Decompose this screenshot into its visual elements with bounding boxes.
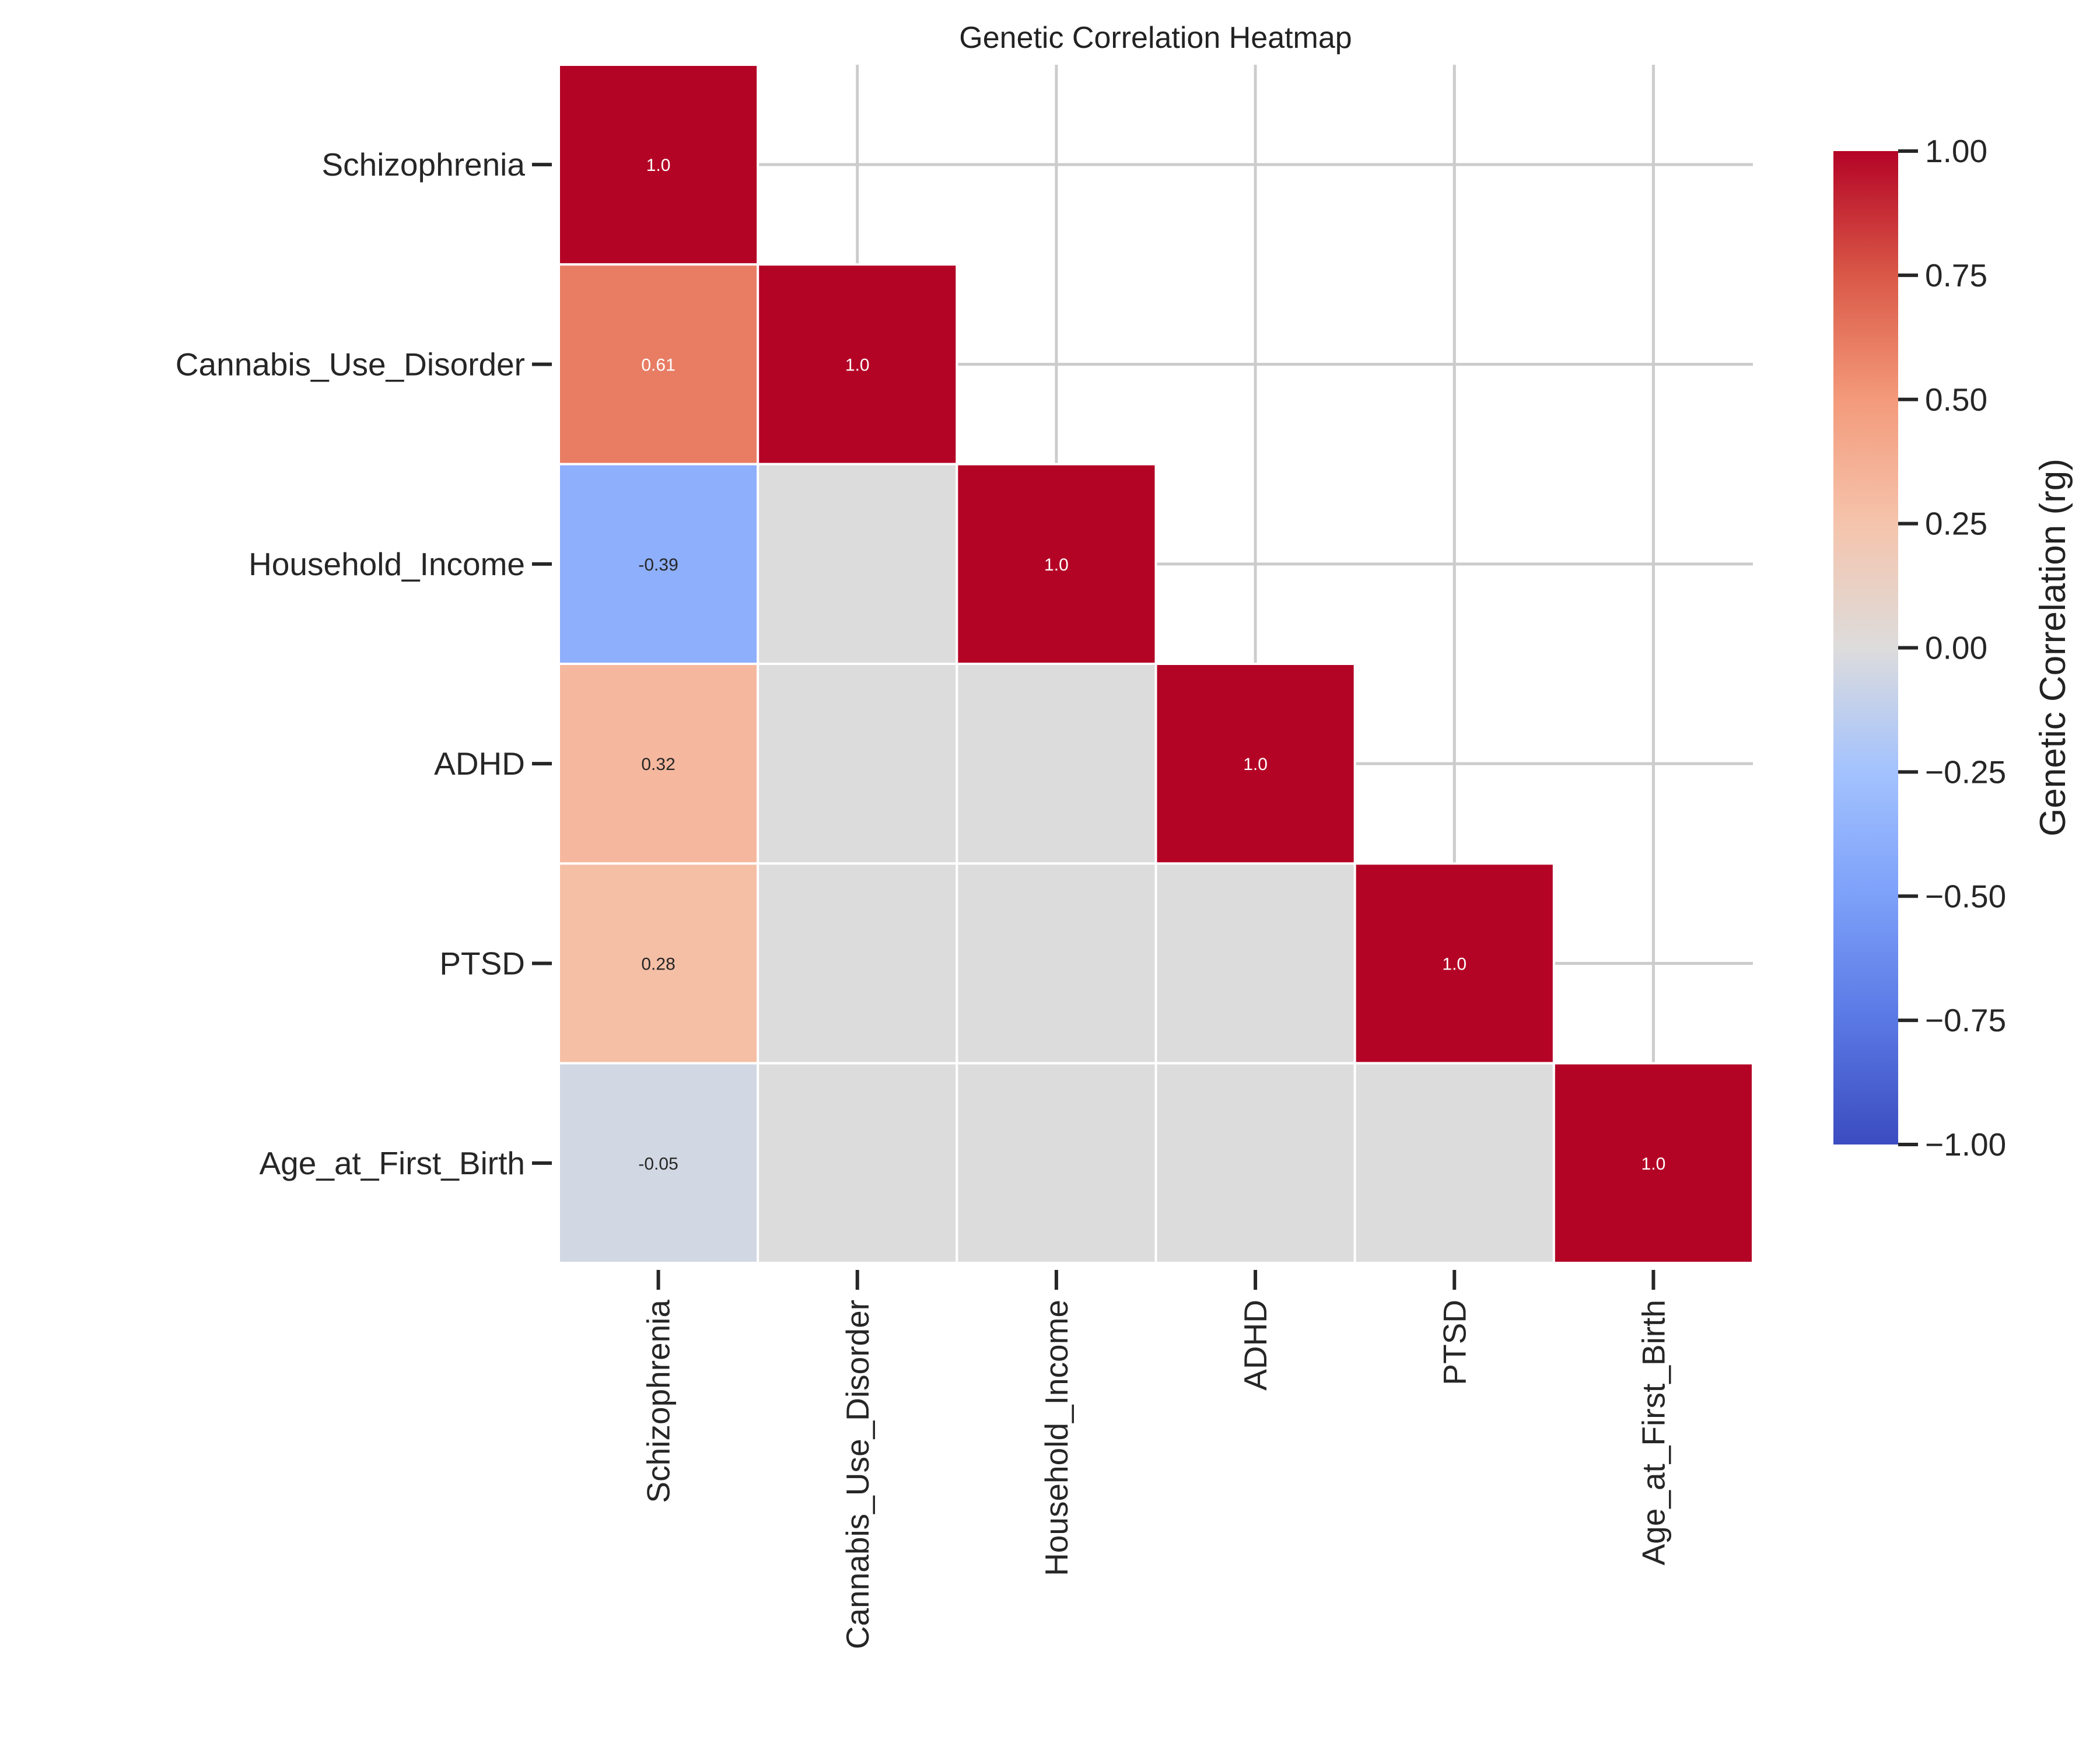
cell-annotation: 0.28 [641, 955, 675, 974]
y-tick-label: Age_at_First_Birth [260, 1145, 526, 1181]
x-tick-label: Household_Income [1038, 1300, 1074, 1576]
y-tick-label: PTSD [439, 946, 525, 982]
cell-annotation: 0.32 [641, 755, 675, 774]
cell-annotation: 1.0 [646, 156, 671, 175]
heatmap-cell [1154, 862, 1356, 1065]
chart-title: Genetic Correlation Heatmap [959, 21, 1352, 55]
y-tick-labels: Schizophrenia Cannabis_Use_Disorder Househ… [176, 146, 552, 1181]
heatmap-cell [558, 64, 760, 266]
x-tick-labels: Schizophrenia Cannabis_Use_Disorder Househ… [640, 1270, 1671, 1649]
heatmap-cell [956, 663, 1157, 865]
colorbar-tick-label: 0.75 [1925, 257, 1987, 293]
heatmap-cell [1353, 862, 1555, 1065]
cell-annotation: 1.0 [1442, 955, 1466, 974]
colorbar-tick-label: 1.00 [1925, 133, 1987, 169]
heatmap-cell [558, 1062, 760, 1264]
y-tick-label: ADHD [434, 746, 525, 782]
x-tick-label: ADHD [1237, 1300, 1273, 1391]
heatmap-cell [956, 1062, 1157, 1264]
cell-annotation: 1.0 [1044, 555, 1069, 575]
heatmap-cell [757, 263, 958, 466]
cell-annotation: 1.0 [845, 356, 870, 375]
cell-annotation: 0.61 [641, 356, 675, 375]
colorbar-tick-label: −0.75 [1925, 1002, 2006, 1038]
colorbar-tick-label: −1.00 [1925, 1126, 2006, 1163]
colorbar-tick-label: −0.25 [1925, 754, 2006, 790]
heatmap-cell [956, 862, 1157, 1065]
colorbar-tick-label: 0.25 [1925, 506, 1987, 542]
heatmap-cell [1552, 1062, 1754, 1264]
heatmap-cell [1154, 663, 1356, 865]
heatmap-cell [1154, 1062, 1356, 1264]
cell-annotation: 1.0 [1642, 1154, 1666, 1174]
cell-annotation: -0.39 [638, 555, 678, 575]
cell-annotation: 1.0 [1243, 755, 1268, 774]
x-tick-label: Schizophrenia [640, 1300, 677, 1503]
colorbar-ticks: 1.00 0.75 0.50 0.25 0.00 −0.25 −0.50 −0.75 −1.00 [1898, 133, 2006, 1163]
heatmap-cell [558, 263, 760, 466]
y-tick-label: Cannabis_Use_Disorder [176, 346, 525, 383]
x-tick-label: Cannabis_Use_Disorder [839, 1300, 876, 1649]
x-tick-label: Age_at_First_Birth [1635, 1300, 1671, 1566]
y-tick-label: Schizophrenia [321, 146, 525, 183]
heatmap-cell [757, 1062, 958, 1264]
colorbar-tick-label: 0.50 [1925, 382, 1987, 418]
heatmap-cell [757, 862, 958, 1065]
x-tick-label: PTSD [1436, 1300, 1472, 1385]
colorbar-tick-label: 0.00 [1925, 630, 1987, 666]
colorbar-tick-label: −0.50 [1925, 878, 2006, 914]
colorbar [1833, 151, 1898, 1144]
y-tick-label: Household_Income [249, 546, 525, 582]
heatmap-cell [757, 463, 958, 666]
heatmap-cells: 1.0 0.61 1.0 -0.39 1.0 0.32 1.0 0.28 1.0 -0.05 1.0 [558, 64, 1754, 1264]
heatmap-cell [1353, 1062, 1555, 1264]
heatmap-cell [757, 663, 958, 865]
cell-annotation: -0.05 [638, 1154, 678, 1174]
colorbar-label: Genetic Correlation (rg) [2033, 459, 2073, 836]
heatmap-cell [558, 463, 760, 666]
